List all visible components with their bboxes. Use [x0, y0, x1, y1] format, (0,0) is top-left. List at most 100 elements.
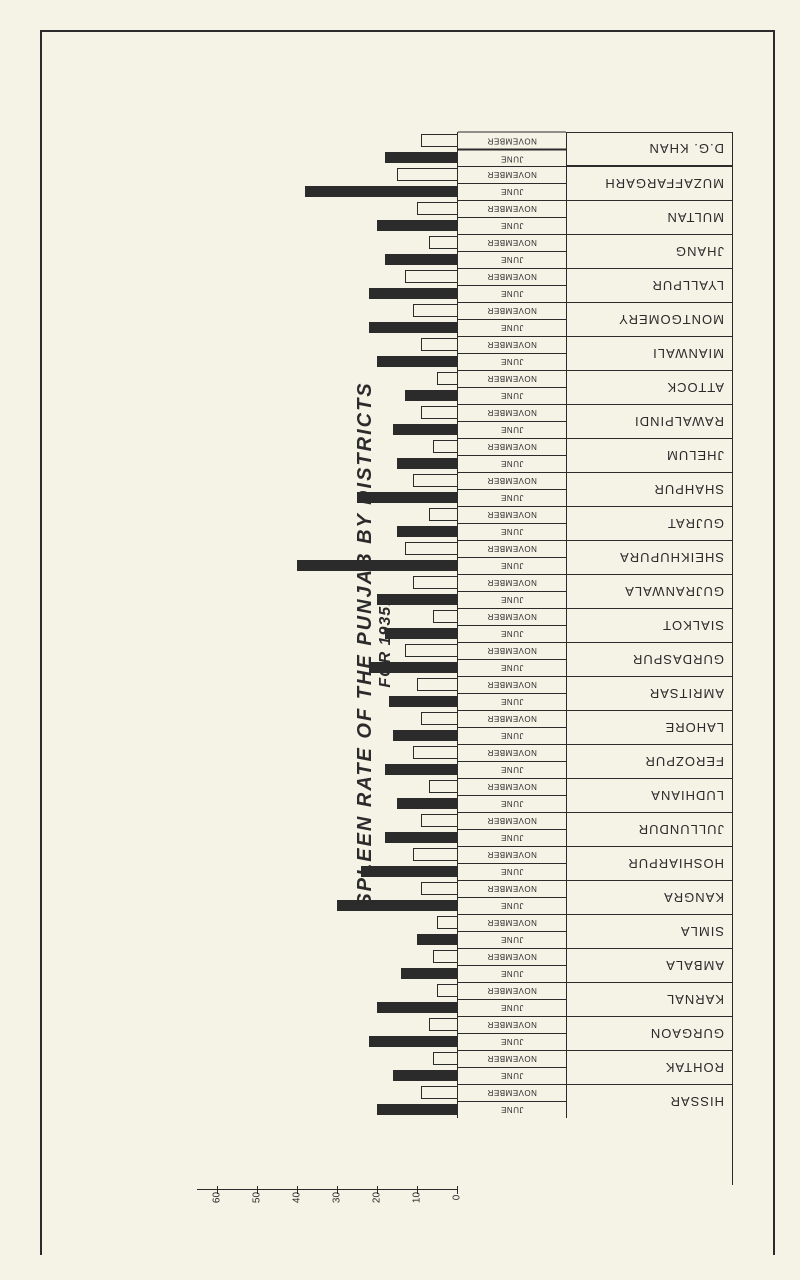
bars-column	[197, 132, 457, 1185]
bar-group	[197, 914, 457, 948]
period-label-cell: NOVEMBERJUNE	[457, 1084, 567, 1118]
axis-tick-label: 20	[372, 1192, 383, 1203]
axis-tick-label: 0	[452, 1195, 463, 1201]
period-label-cell: NOVEMBERJUNE	[457, 710, 567, 744]
period-label-cell: NOVEMBERJUNE	[457, 948, 567, 982]
bar-group	[197, 234, 457, 268]
axis-tick-label: 10	[412, 1192, 423, 1203]
district-name: ROHTAK	[567, 1050, 732, 1084]
bar-group	[197, 166, 457, 200]
period-label-cell: NOVEMBERJUNE	[457, 608, 567, 642]
bar-group	[197, 540, 457, 574]
district-name: SIALKOT	[567, 608, 732, 642]
period-label-cell: NOVEMBERJUNE	[457, 200, 567, 234]
bar-group	[197, 1050, 457, 1084]
period-label-cell: NOVEMBERJUNE	[457, 880, 567, 914]
district-name: JHANG	[567, 234, 732, 268]
district-name: SIMLA	[567, 914, 732, 948]
period-label-cell: NOVEMBERJUNE	[457, 166, 567, 200]
district-name: JHELUM	[567, 438, 732, 472]
period-label-cell: NOVEMBERJUNE	[457, 234, 567, 268]
period-label-cell: NOVEMBERJUNE	[457, 744, 567, 778]
district-name: LUDHIANA	[567, 778, 732, 812]
period-label-cell: NOVEMBERJUNE	[457, 642, 567, 676]
bar-group	[197, 846, 457, 880]
district-name: GURDASPUR	[567, 642, 732, 676]
period-label-cell: NOVEMBERJUNE	[457, 370, 567, 404]
period-label-cell: NOVEMBERJUNE	[457, 1016, 567, 1050]
district-name: SHEIKHUPURA	[567, 540, 732, 574]
bar-group	[197, 1016, 457, 1050]
district-name: GURGAON	[567, 1016, 732, 1050]
period-label-cell: NOVEMBERJUNE	[457, 982, 567, 1016]
bar-group	[197, 778, 457, 812]
axis-tick-label: 60	[212, 1192, 223, 1203]
bar-group	[197, 370, 457, 404]
period-label-cell: NOVEMBERJUNE	[457, 778, 567, 812]
bar-group	[197, 982, 457, 1016]
axis-tick-label: 40	[292, 1192, 303, 1203]
bar-group	[197, 812, 457, 846]
axis-tick-label: 30	[332, 1192, 343, 1203]
district-name: HISSAR	[567, 1084, 732, 1118]
bar-group	[197, 948, 457, 982]
district-name: MUZAFFARGARH	[567, 166, 732, 200]
period-labels-column: NOVEMBERJUNENOVEMBERJUNENOVEMBERJUNENOVE…	[457, 132, 567, 1185]
period-label-cell: NOVEMBERJUNE	[457, 268, 567, 302]
bar-group	[197, 880, 457, 914]
bar-group	[197, 268, 457, 302]
bar-group	[197, 506, 457, 540]
period-label-cell: NOVEMBERJUNE	[457, 336, 567, 370]
bar-group	[197, 302, 457, 336]
district-name: KARNAL	[567, 982, 732, 1016]
district-name: MIANWALI	[567, 336, 732, 370]
bar-group	[197, 472, 457, 506]
district-name: HOSHIARPUR	[567, 846, 732, 880]
bar-group	[197, 132, 457, 166]
district-names-column: D.G. KHANMUZAFFARGARHMULTANJHANGLYALLPUR…	[567, 132, 733, 1185]
period-label-cell: NOVEMBERJUNE	[457, 438, 567, 472]
district-name: AMRITSAR	[567, 676, 732, 710]
district-name: D.G. KHAN	[567, 132, 732, 166]
period-label-cell: NOVEMBERJUNE	[457, 540, 567, 574]
district-name: GUJRANWALA	[567, 574, 732, 608]
period-label-cell: NOVEMBERJUNE	[457, 472, 567, 506]
x-axis: 0102030405060	[197, 1189, 457, 1215]
bar-group	[197, 574, 457, 608]
period-label-cell: NOVEMBERJUNE	[457, 302, 567, 336]
bar-group	[197, 710, 457, 744]
district-name: FEROZPUR	[567, 744, 732, 778]
bar-group	[197, 1084, 457, 1118]
district-name: GUJRAT	[567, 506, 732, 540]
period-label-cell: NOVEMBERJUNE	[457, 404, 567, 438]
period-label-cell: NOVEMBERJUNE	[457, 812, 567, 846]
period-label-cell: NOVEMBERJUNE	[457, 676, 567, 710]
bar-group	[197, 642, 457, 676]
bar-group	[197, 336, 457, 370]
bar-group	[197, 608, 457, 642]
district-name: MULTAN	[567, 200, 732, 234]
district-name: SHAHPUR	[567, 472, 732, 506]
period-label-cell: NOVEMBERJUNE	[457, 1050, 567, 1084]
period-label-cell: NOVEMBERJUNE	[457, 132, 567, 166]
bar-group	[197, 404, 457, 438]
district-name: KANGRA	[567, 880, 732, 914]
chart-frame: SPLEEN RATE OF THE PUNJAB BY DISTRICTS F…	[40, 30, 775, 1255]
bar-group	[197, 438, 457, 472]
district-name: RAWALPINDI	[567, 404, 732, 438]
chart-area: NOVEMBERJUNENOVEMBERJUNENOVEMBERJUNENOVE…	[197, 132, 733, 1185]
district-name: LYALLPUR	[567, 268, 732, 302]
bar-group	[197, 744, 457, 778]
period-label-cell: NOVEMBERJUNE	[457, 914, 567, 948]
bar-group	[197, 200, 457, 234]
district-name: MONTGOMERY	[567, 302, 732, 336]
district-name: JULLUNDUR	[567, 812, 732, 846]
period-label-cell: NOVEMBERJUNE	[457, 574, 567, 608]
district-name: AMBALA	[567, 948, 732, 982]
period-label-cell: NOVEMBERJUNE	[457, 506, 567, 540]
axis-tick-label: 50	[252, 1192, 263, 1203]
district-name: LAHORE	[567, 710, 732, 744]
bar-group	[197, 676, 457, 710]
period-label-cell: NOVEMBERJUNE	[457, 846, 567, 880]
district-name: ATTOCK	[567, 370, 732, 404]
